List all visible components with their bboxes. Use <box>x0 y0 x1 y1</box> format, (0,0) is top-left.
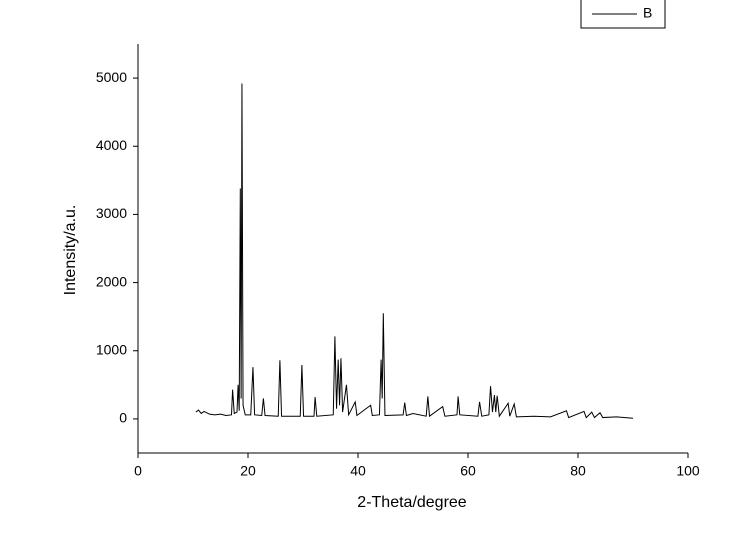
x-tick-label: 80 <box>570 463 586 479</box>
y-tick-label: 2000 <box>96 273 127 289</box>
data-line <box>195 83 634 419</box>
x-tick-label: 60 <box>460 463 476 479</box>
y-tick-label: 0 <box>119 410 127 426</box>
y-tick-label: 3000 <box>96 205 127 221</box>
x-tick-label: 20 <box>240 463 256 479</box>
y-tick-label: 1000 <box>96 341 127 357</box>
x-tick-label: 40 <box>350 463 366 479</box>
x-axis-label: 2-Theta/degree <box>357 494 467 511</box>
legend-label: B <box>643 5 652 21</box>
y-tick-label: 5000 <box>96 69 127 85</box>
x-tick-label: 0 <box>134 463 142 479</box>
y-tick-label: 4000 <box>96 137 127 153</box>
x-tick-label: 100 <box>676 463 700 479</box>
y-axis-label: Intensity/a.u. <box>62 205 79 296</box>
